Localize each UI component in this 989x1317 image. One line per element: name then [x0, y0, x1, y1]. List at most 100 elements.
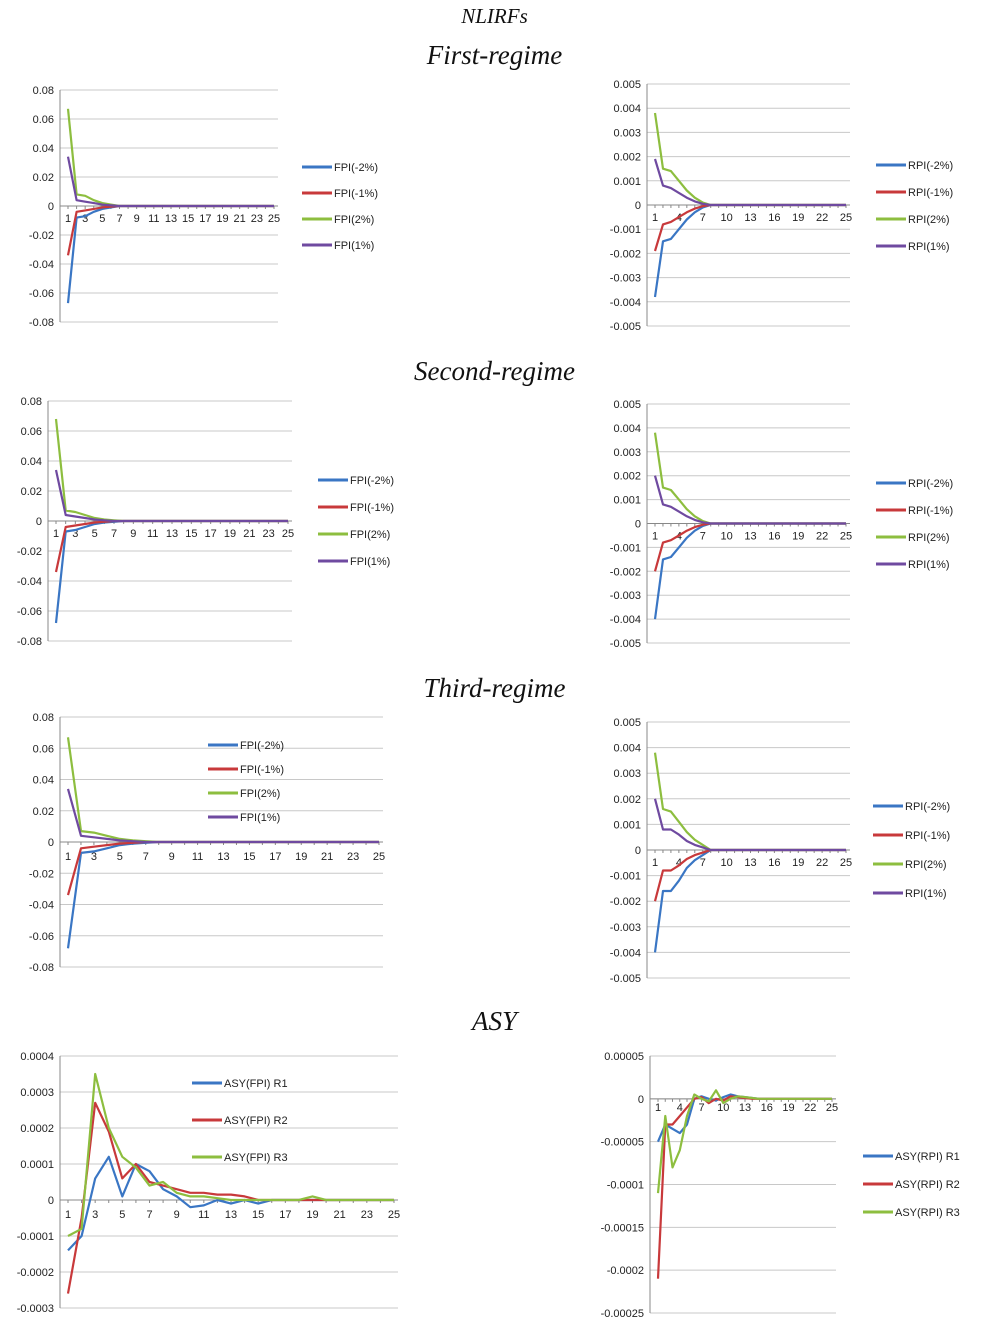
section-title-first-regime: First-regime [426, 40, 563, 70]
y-tick-label: -0.02 [29, 868, 54, 880]
y-tick-label: 0.004 [613, 103, 641, 115]
x-tick-label: 3 [72, 528, 78, 540]
series-line-rpi-1- [653, 475, 846, 525]
x-tick-label: 16 [768, 212, 780, 224]
legend-label: ASY(FPI) R3 [224, 1152, 288, 1164]
y-tick-label: -0.08 [29, 317, 54, 329]
x-tick-label: 5 [117, 851, 123, 863]
y-tick-label: 0 [36, 516, 42, 528]
x-tick-label: 25 [826, 1102, 838, 1114]
x-tick-label: 11 [192, 851, 203, 863]
x-tick-label: 19 [295, 851, 307, 863]
x-tick-label: 25 [282, 528, 294, 540]
x-tick-label: 13 [225, 1209, 237, 1221]
x-tick-label: 1 [655, 1102, 661, 1114]
y-tick-label: 0.003 [613, 127, 641, 139]
legend-label: FPI(1%) [240, 812, 280, 824]
legend-label: ASY(RPI) R1 [895, 1151, 960, 1163]
series-line-rpi-2- [653, 432, 846, 525]
legend: FPI(-2%) FPI(-1%) FPI(2%) FPI(1%) [318, 475, 394, 568]
y-tick-label: 0.02 [33, 806, 54, 818]
y-tick-label: 0.04 [33, 775, 54, 787]
x-tick-label: 15 [252, 1209, 264, 1221]
y-tick-label: 0.003 [613, 768, 641, 780]
y-tick-label: -0.001 [610, 224, 641, 236]
y-tick-label: 0.001 [613, 495, 641, 507]
y-tick-label: -0.04 [17, 576, 42, 588]
x-tick-label: 13 [744, 531, 756, 543]
legend-label: RPI(-1%) [905, 830, 950, 842]
x-tick-label: 7 [111, 528, 117, 540]
y-tick-label: 0.005 [613, 79, 641, 91]
section-title-third-regime: Third-regime [423, 673, 566, 703]
legend: FPI(-2%) FPI(-1%) FPI(2%) FPI(1%) [302, 162, 378, 252]
y-tick-label: 0.001 [613, 176, 641, 188]
y-tick-label: -0.02 [29, 230, 54, 242]
legend-label: RPI(-1%) [908, 505, 953, 517]
x-tick-label: 13 [744, 857, 756, 869]
legend: FPI(-2%) FPI(-1%) FPI(2%) FPI(1%) [208, 740, 284, 824]
y-tick-label: 0.0003 [20, 1087, 54, 1099]
x-tick-label: 13 [217, 851, 229, 863]
x-tick-label: 23 [347, 851, 359, 863]
x-tick-label: 4 [676, 857, 682, 869]
chart-first-rpi: 0.005 0.004 0.003 0.002 0.001 0 -0.001 -0.002 -0… [610, 79, 953, 333]
x-tick-label: 7 [700, 212, 706, 224]
series-line-asy-fpi-r3 [67, 1072, 394, 1237]
y-tick-label: 0 [635, 519, 641, 531]
x-tick-label: 17 [199, 213, 211, 225]
x-tick-label: 7 [143, 851, 149, 863]
section-title-second-regime: Second-regime [414, 356, 575, 386]
x-tick-label: 11 [147, 528, 158, 540]
x-tick-label: 7 [146, 1209, 152, 1221]
y-tick-label: 0.0001 [20, 1159, 54, 1171]
chart-asy-fpi: 0.0004 0.0003 0.0002 0.0001 0 -0.0001 -0.0002 -… [17, 1051, 400, 1315]
legend-label: FPI(-1%) [350, 502, 394, 514]
legend: RPI(-2%) RPI(-1%) RPI(2%) RPI(1%) [876, 160, 953, 253]
legend-label: FPI(1%) [334, 240, 374, 252]
y-tick-label: 0.002 [613, 794, 641, 806]
y-tick-label: -0.00025 [601, 1308, 644, 1317]
series-line-fpi-1- [66, 156, 274, 208]
y-tick-label: -0.005 [610, 973, 641, 985]
legend: ASY(FPI) R1 ASY(FPI) R2 ASY(FPI) R3 [192, 1078, 288, 1164]
y-tick-label: -0.005 [610, 321, 641, 333]
y-tick-label: 0.02 [21, 486, 42, 498]
x-tick-label: 9 [174, 1209, 180, 1221]
series-line-fpi-1- [66, 788, 379, 844]
x-tick-label: 22 [816, 857, 828, 869]
y-tick-label: 0.002 [613, 152, 641, 164]
y-tick-label: 0.08 [21, 396, 42, 408]
x-tick-label: 22 [804, 1102, 816, 1114]
y-tick-label: 0.06 [21, 426, 42, 438]
y-tick-label: -0.04 [29, 900, 54, 912]
x-tick-label: 3 [91, 851, 97, 863]
y-tick-label: 0.0004 [20, 1051, 54, 1063]
series-line-rpi-2- [653, 112, 846, 207]
x-tick-label: 1 [652, 531, 658, 543]
x-tick-label: 15 [185, 528, 197, 540]
y-tick-label: -0.06 [17, 606, 42, 618]
chart-second-fpi: 0.080.060.040.020-0.02-0.04-0.06-0.081 3 5… [17, 396, 394, 648]
chart-third-rpi: 0.005 0.004 0.003 0.002 0.001 0 -0.001 -0.002 -0… [610, 717, 950, 985]
chart-second-rpi: 0.005 0.004 0.003 0.002 0.001 0 -0.001 -0.002 -0… [610, 399, 953, 650]
x-tick-label: 21 [243, 528, 255, 540]
legend-label: ASY(FPI) R2 [224, 1115, 288, 1127]
y-tick-label: 0 [635, 200, 641, 212]
x-tick-label: 16 [768, 857, 780, 869]
x-tick-label: 22 [816, 531, 828, 543]
y-tick-label: -0.04 [29, 259, 54, 271]
y-tick-label: 0.02 [33, 172, 54, 184]
y-tick-label: -0.08 [17, 636, 42, 648]
x-tick-label: 19 [224, 528, 236, 540]
x-tick-label: 25 [840, 212, 852, 224]
legend-label: RPI(-2%) [908, 160, 953, 172]
x-tick-label: 5 [119, 1209, 125, 1221]
x-tick-label: 1 [65, 213, 71, 225]
x-tick-label: 15 [243, 851, 255, 863]
x-tick-label: 3 [92, 1209, 98, 1221]
y-tick-label: 0 [48, 201, 54, 213]
legend-label: RPI(-1%) [908, 187, 953, 199]
x-tick-label: 25 [373, 851, 385, 863]
